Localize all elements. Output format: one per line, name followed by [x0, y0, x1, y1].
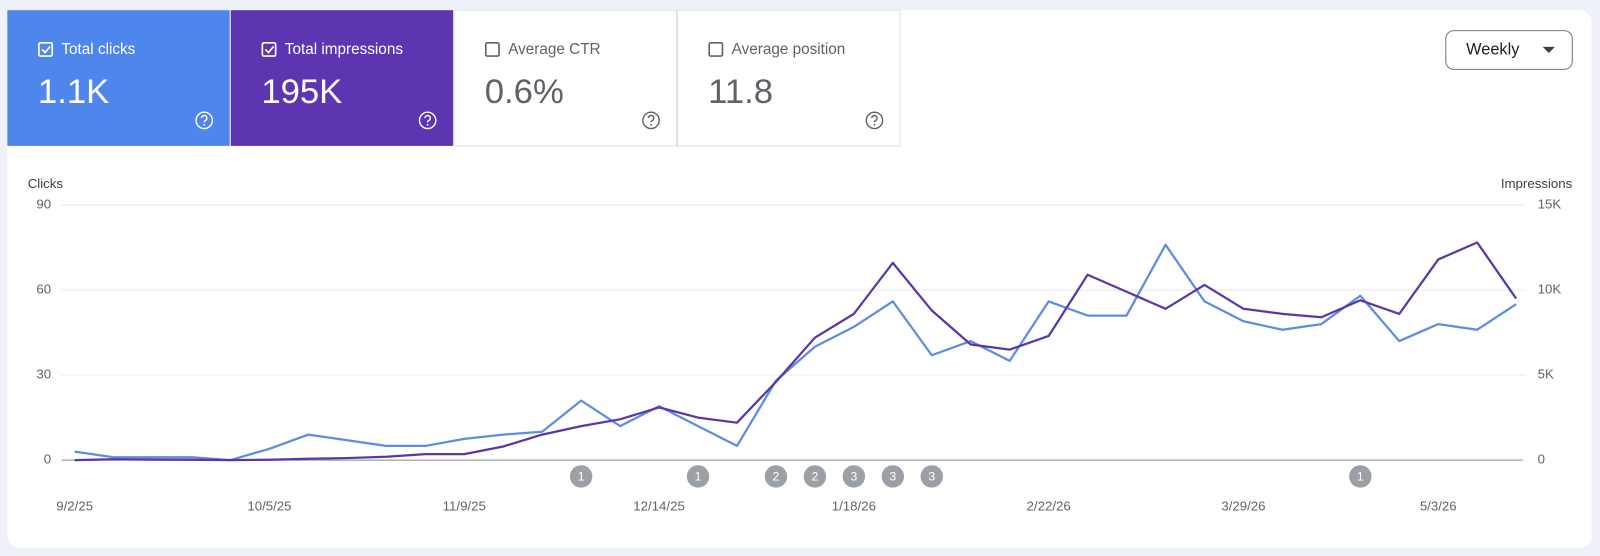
x-tick-label: 2/22/26 [1027, 499, 1071, 514]
help-icon[interactable] [195, 111, 214, 130]
metric-tile[interactable] [230, 10, 454, 146]
annotation-badge[interactable] [569, 465, 593, 488]
series-line [74, 241, 1518, 462]
series-line [74, 243, 1517, 462]
checkmark [41, 45, 51, 54]
y-tick-label: 0 [44, 452, 51, 467]
annotation-count[interactable]: 2 [773, 470, 780, 484]
x-tick-label: 11/9/25 [443, 499, 486, 514]
metric-tile[interactable] [677, 9, 901, 147]
checkbox[interactable] [484, 42, 500, 57]
y-tick-label: 60 [36, 282, 51, 297]
metric-value: 1.1K [38, 73, 109, 111]
annotation-badge[interactable] [920, 465, 943, 488]
metric-value: 0.6% [485, 73, 564, 111]
x-tick-label: 10/5/25 [247, 499, 291, 514]
annotation-badge[interactable] [686, 465, 710, 488]
x-tick-label: 3/29/26 [1221, 499, 1265, 514]
y2-tick-label: 0 [1538, 452, 1545, 467]
y-tick-label: 90 [36, 197, 51, 212]
help-glyph [647, 114, 655, 123]
x-tick-label: 9/2/25 [56, 499, 93, 514]
annotation-count[interactable]: 3 [928, 470, 935, 484]
metric-label: Total clicks [61, 41, 135, 58]
annotation-badge[interactable] [803, 465, 827, 488]
help-dot [650, 123, 652, 126]
metric-value: 195K [261, 73, 342, 111]
y-tick-label: 30 [36, 367, 51, 382]
metric-label: Average position [732, 41, 846, 58]
help-dot [426, 123, 429, 126]
interval-label[interactable]: Weekly [1466, 40, 1520, 58]
metric-value: 11.8 [708, 73, 773, 111]
checkmark [264, 45, 275, 54]
metric-label: Average CTR [508, 41, 600, 58]
y2-tick-label: 10K [1538, 282, 1562, 297]
y-axis-title: Clicks [28, 176, 64, 191]
x-tick-label: 12/14/25 [633, 499, 685, 514]
help-glyph [424, 114, 431, 123]
y2-axis-title: Impressions [1501, 176, 1573, 191]
metrics: Total clicks 1.1K Total impressions 195K Ave… [7, 9, 901, 147]
checkbox[interactable] [38, 42, 54, 57]
metric-tile[interactable] [453, 9, 678, 147]
annotation-badge[interactable] [1349, 465, 1372, 488]
chart: Clicks Impressions 0 30 60 90 0 5K 10K 15K 9/2/25 1… [28, 176, 1573, 513]
annotation-badge[interactable] [842, 465, 866, 488]
annotation-badge[interactable] [764, 465, 788, 488]
help-glyph [200, 114, 208, 123]
help-dot [203, 123, 206, 126]
annotation-count[interactable]: 1 [1357, 470, 1364, 484]
help-icon[interactable] [418, 111, 437, 130]
x-tick-label: 5/3/26 [1420, 499, 1457, 514]
help-icon[interactable] [865, 111, 884, 130]
help-icon[interactable] [642, 111, 660, 130]
x-tick-label: 1/18/26 [832, 499, 876, 514]
annotation-count[interactable]: 1 [695, 470, 702, 484]
help-glyph [871, 114, 878, 123]
y2-tick-label: 15K [1538, 197, 1562, 212]
interval-dropdown[interactable] [1445, 30, 1573, 70]
annotation-count[interactable]: 3 [850, 470, 857, 484]
annotation-badge[interactable] [881, 465, 905, 488]
dropdown-arrow [1542, 46, 1555, 54]
metric-tile[interactable] [7, 10, 230, 146]
annotation-count[interactable]: 1 [578, 470, 585, 484]
help-dot [873, 123, 876, 126]
checkbox[interactable] [708, 42, 724, 57]
y2-tick-label: 5K [1538, 367, 1554, 382]
annotation-count[interactable]: 3 [889, 470, 896, 484]
checkbox[interactable] [261, 42, 277, 57]
metric-label: Total impressions [285, 41, 404, 58]
annotation-count[interactable]: 2 [811, 470, 818, 484]
